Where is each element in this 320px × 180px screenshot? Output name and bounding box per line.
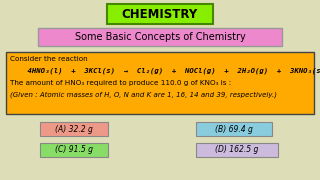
FancyBboxPatch shape (6, 52, 314, 114)
FancyBboxPatch shape (40, 122, 108, 136)
Text: (C) 91.5 g: (C) 91.5 g (55, 145, 93, 154)
Text: (D) 162.5 g: (D) 162.5 g (215, 145, 259, 154)
Text: 4HNO₃(l)  +  3KCl(s)  →  Cl₂(g)  +  NOCl(g)  +  2H₂O(g)  +  3KNO₃(s): 4HNO₃(l) + 3KCl(s) → Cl₂(g) + NOCl(g) + … (10, 68, 320, 74)
Text: (B) 69.4 g: (B) 69.4 g (215, 125, 253, 134)
Text: (Given : Atomic masses of H, O, N and K are 1, 16, 14 and 39, respectively.): (Given : Atomic masses of H, O, N and K … (10, 92, 277, 98)
Text: Some Basic Concepts of Chemistry: Some Basic Concepts of Chemistry (75, 32, 245, 42)
FancyBboxPatch shape (196, 122, 272, 136)
Text: The amount of HNO₃ required to produce 110.0 g of KNO₃ is :: The amount of HNO₃ required to produce 1… (10, 80, 231, 86)
Text: Consider the reaction: Consider the reaction (10, 56, 88, 62)
Text: CHEMISTRY: CHEMISTRY (122, 8, 198, 21)
Text: (A) 32.2 g: (A) 32.2 g (55, 125, 93, 134)
FancyBboxPatch shape (40, 143, 108, 157)
FancyBboxPatch shape (196, 143, 278, 157)
FancyBboxPatch shape (38, 28, 282, 46)
FancyBboxPatch shape (107, 4, 213, 24)
